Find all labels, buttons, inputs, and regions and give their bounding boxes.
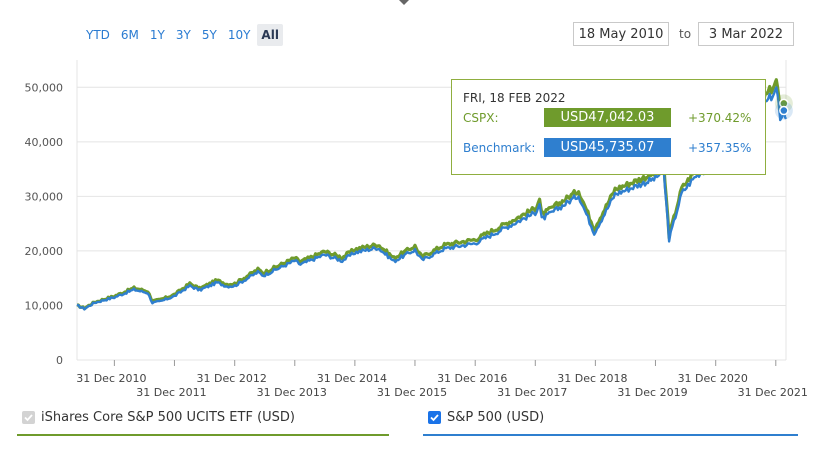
chart-tooltip: FRI, 18 FEB 2022 CSPX: USD47,042.03 +370…	[451, 79, 766, 175]
end-date-input[interactable]: 3 Mar 2022	[698, 22, 794, 46]
start-date-input[interactable]: 18 May 2010	[573, 22, 669, 46]
x-tick-label: 31 Dec 2014	[317, 372, 387, 385]
x-tick-label: 31 Dec 2016	[437, 372, 507, 385]
hover-point-benchmark	[779, 105, 789, 116]
x-tick-label: 31 Dec 2010	[76, 372, 146, 385]
legend-item-benchmark[interactable]: S&P 500 (USD)	[428, 410, 544, 425]
x-tick-label: 31 Dec 2013	[257, 386, 327, 399]
x-tick-label: 31 Dec 2015	[377, 386, 447, 399]
y-tick-label: 40,000	[25, 136, 64, 149]
y-tick-label: 10,000	[25, 299, 64, 312]
legend-item-cspx[interactable]: iShares Core S&P 500 UCITS ETF (USD)	[22, 410, 295, 425]
y-tick-label: 0	[56, 354, 63, 367]
series-line-benchmark	[76, 86, 788, 311]
checkbox-icon[interactable]	[22, 411, 35, 424]
tooltip-date: FRI, 18 FEB 2022	[463, 91, 566, 105]
tooltip-benchmark-change: +357.35%	[688, 141, 752, 155]
checkbox-icon[interactable]	[428, 411, 441, 424]
range-selector: YTD 6M 1Y 3Y 5Y 10Y All	[82, 24, 286, 46]
x-tick-label: 31 Dec 2011	[136, 386, 206, 399]
x-tick-label: 31 Dec 2019	[617, 386, 687, 399]
range-button-3y[interactable]: 3Y	[175, 28, 191, 42]
x-tick-label: 31 Dec 2021	[738, 386, 808, 399]
legend-underline-cspx	[17, 434, 389, 436]
legend-label-benchmark: S&P 500 (USD)	[447, 410, 545, 425]
tooltip-cspx-change: +370.42%	[688, 111, 752, 125]
tooltip-benchmark-value: USD45,735.07	[544, 138, 671, 157]
y-tick-label: 20,000	[25, 245, 64, 258]
range-button-1y[interactable]: 1Y	[149, 28, 165, 42]
range-button-6m[interactable]: 6M	[120, 28, 139, 42]
x-tick-label: 31 Dec 2017	[497, 386, 567, 399]
tooltip-cspx-value: USD47,042.03	[544, 108, 671, 127]
range-button-5y[interactable]: 5Y	[201, 28, 217, 42]
menu-caret-icon	[399, 0, 409, 5]
x-tick-label: 31 Dec 2020	[678, 372, 748, 385]
y-tick-label: 50,000	[25, 81, 64, 94]
y-tick-label: 30,000	[25, 190, 64, 203]
range-button-all[interactable]: All	[257, 24, 283, 46]
x-tick-label: 31 Dec 2012	[197, 372, 267, 385]
performance-chart: 0 10,000 20,000 30,000 40,000 50,000 31 Dec 20…	[25, 60, 808, 399]
tooltip-cspx-label: CSPX:	[463, 111, 499, 125]
range-button-ytd[interactable]: YTD	[86, 28, 110, 42]
x-tick-label: 31 Dec 2018	[557, 372, 627, 385]
date-range-separator: to	[679, 27, 692, 41]
tooltip-benchmark-label: Benchmark:	[463, 141, 536, 155]
legend-underline-benchmark	[423, 434, 798, 436]
legend-label-cspx: iShares Core S&P 500 UCITS ETF (USD)	[41, 410, 295, 425]
range-button-10y[interactable]: 10Y	[227, 28, 251, 42]
